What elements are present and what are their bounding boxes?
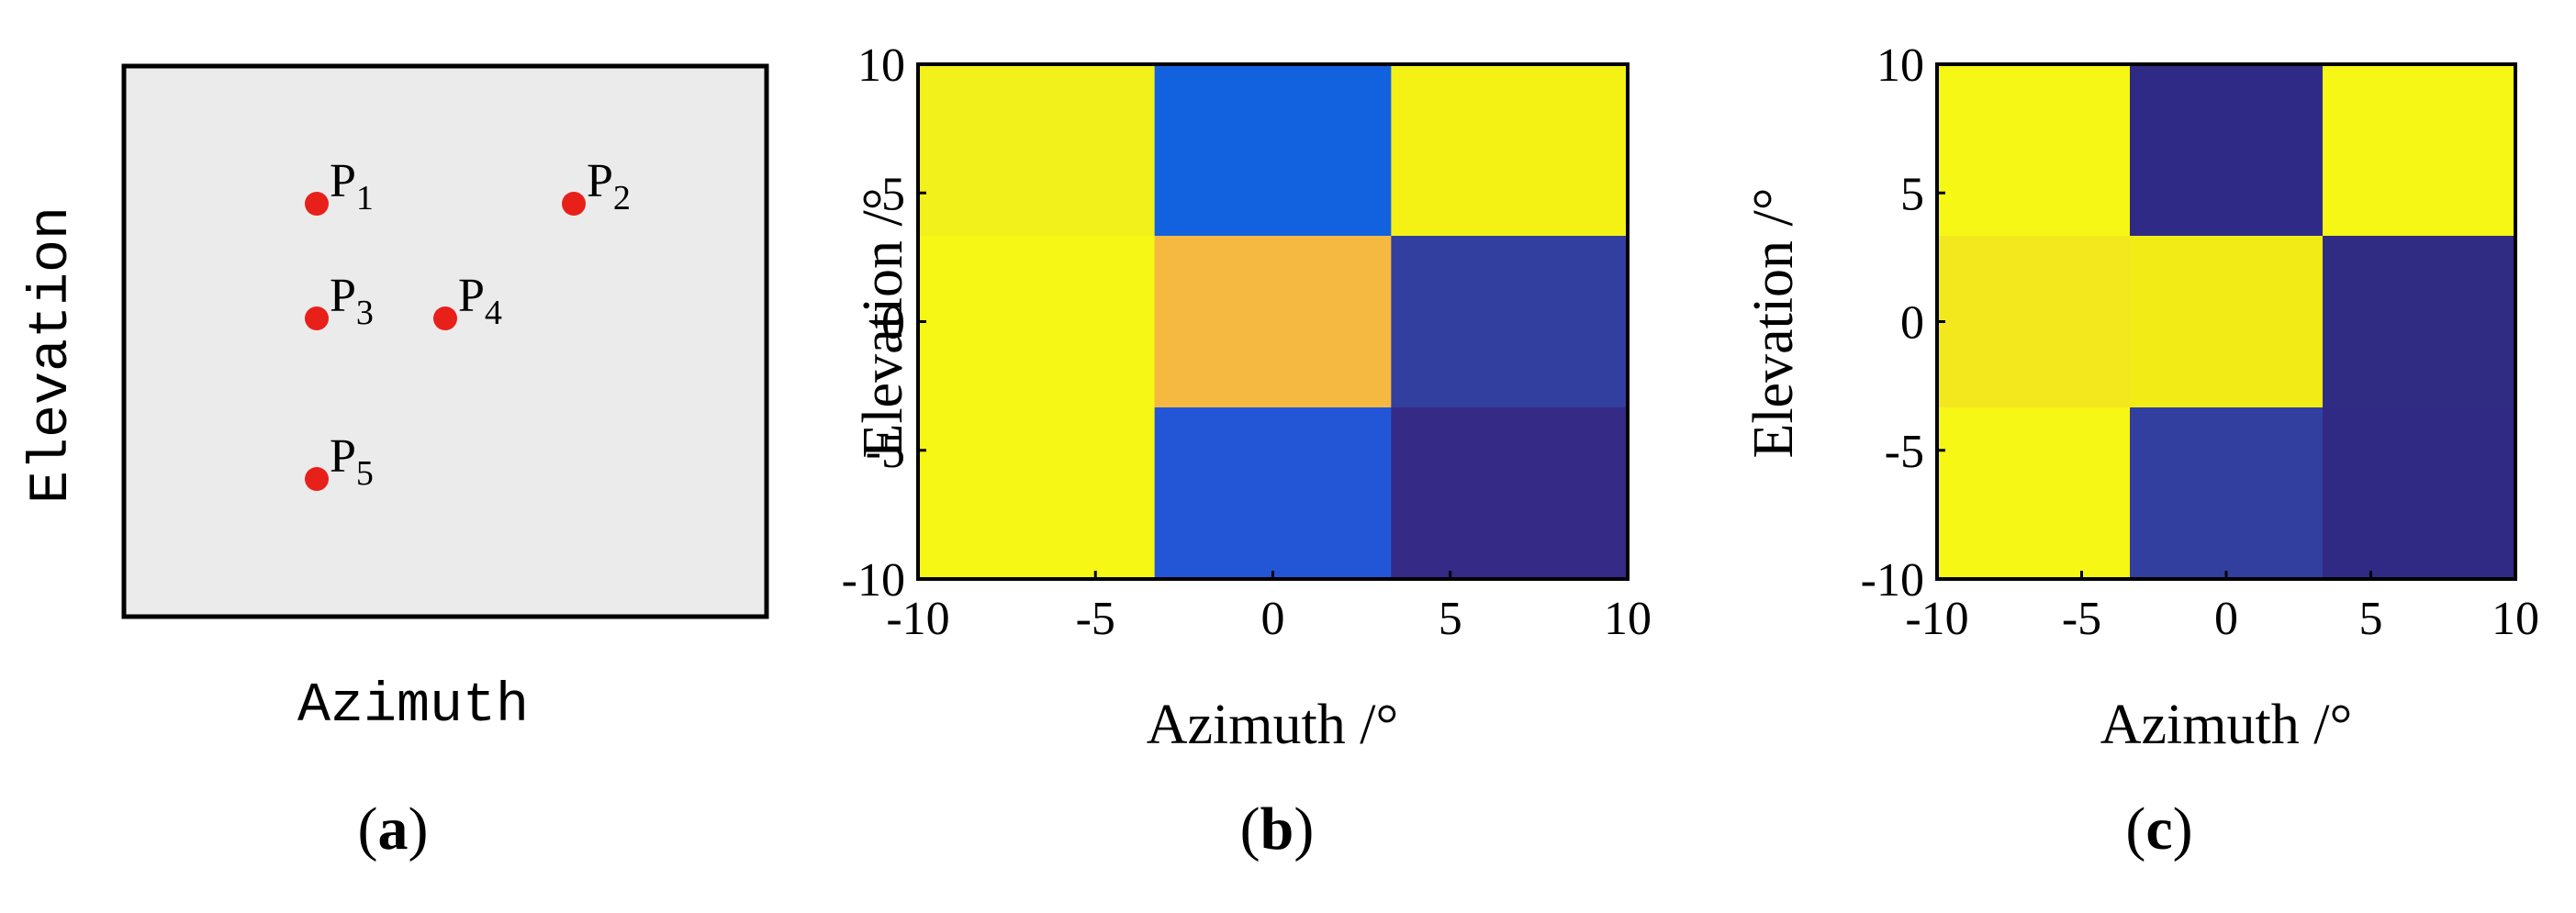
point-p2: [562, 192, 586, 216]
panel-c-xlabel: Azimuth /°: [2100, 694, 2353, 756]
panel-b-cell-r0-c2: [1391, 64, 1629, 237]
panel-b-label-open: (: [1240, 796, 1260, 863]
point-label-p5: P5: [330, 430, 374, 493]
panel-b-cell-r1-c1: [1154, 236, 1392, 408]
panel-c-heatmap: -10 -5 0 5 10 10 5 0 -5 -10 Azimuth /° Elevation …: [1742, 39, 2539, 863]
panel-b-ytick-label: -5: [866, 426, 905, 478]
panel-c-ylabel: Elevation /°: [1742, 187, 1805, 458]
point-p3: [305, 306, 329, 330]
panel-c-xtick-label: 0: [2214, 593, 2238, 645]
point-label-p1: P1: [330, 155, 374, 217]
panel-b-cell-r0-c0: [918, 64, 1156, 237]
panel-b-xtick-label: 0: [1261, 593, 1285, 645]
panel-c-label-open: (: [2125, 796, 2145, 863]
panel-b-label: (b): [1240, 796, 1315, 863]
panel-b-cell-r1-c2: [1391, 236, 1629, 408]
panel-b-label-letter: b: [1260, 796, 1294, 863]
panel-a-ylabel: Elevation: [21, 206, 84, 504]
panel-a-label: (a): [358, 796, 429, 863]
panel-c-cell-r1-c2: [2323, 236, 2516, 408]
panel-a-xlabel: Azimuth: [297, 675, 529, 738]
point-label-subscript: 1: [356, 179, 374, 217]
panel-b-xtick-label: 5: [1439, 593, 1462, 645]
panel-b-cell-r1-c0: [918, 236, 1156, 408]
panel-b-ytick-label: -10: [842, 554, 905, 607]
panel-b-label-close: ): [1294, 796, 1314, 863]
panel-a-label-letter: a: [378, 796, 409, 863]
panel-b-ytick-label: 0: [881, 297, 905, 350]
panel-c-ytick-label: 10: [1876, 39, 1924, 92]
panel-b-cell-r2-c0: [918, 407, 1156, 580]
point-label-p3: P3: [330, 270, 374, 332]
point-label-subscript: 5: [356, 454, 374, 493]
panel-b-cell-r2-c1: [1154, 407, 1392, 580]
panel-a-label-close: ): [409, 796, 429, 863]
panel-c-cell-r0-c2: [2323, 64, 2516, 237]
panel-c-cell-r1-c1: [2130, 236, 2324, 408]
panel-c-cell-r2-c0: [1937, 407, 2131, 580]
panel-c-label: (c): [2125, 796, 2192, 863]
point-label-subscript: 2: [613, 179, 631, 217]
panel-a-plot-area: [121, 63, 769, 619]
panel-c-ytick-label: -5: [1885, 426, 1924, 478]
panel-b-ytick-label: 10: [857, 39, 905, 92]
panel-c-xtick-label: 5: [2359, 593, 2383, 645]
point-label-subscript: 3: [356, 294, 374, 332]
panel-b-heatmap: -10 -5 0 5 10 10 5 0 -5 -10 Azimuth /° Elevation …: [842, 39, 1652, 863]
panel-b-cell-r2-c2: [1391, 407, 1629, 580]
point-label-letter: P: [458, 270, 485, 322]
panel-c-xtick-label: 10: [2492, 593, 2539, 645]
point-label-p2: P2: [587, 155, 631, 217]
panel-c-cell-r2-c1: [2130, 407, 2324, 580]
point-p4: [433, 306, 457, 330]
panel-b-xtick-label: -5: [1076, 593, 1115, 645]
point-label-p4: P4: [458, 270, 502, 332]
panel-c-cell-r2-c2: [2323, 407, 2516, 580]
point-p1: [305, 192, 329, 216]
panel-c-cell-r1-c0: [1937, 236, 2131, 408]
panel-c-ytick-label: 0: [1900, 297, 1924, 350]
panel-a-label-open: (: [358, 796, 378, 863]
panel-b-xtick-label: 10: [1604, 593, 1652, 645]
point-label-subscript: 4: [485, 294, 502, 332]
panel-c-cell-r0-c0: [1937, 64, 2131, 237]
panel-b-xlabel: Azimuth /°: [1147, 694, 1399, 756]
panel-b-ytick-label: 5: [881, 168, 905, 220]
panel-c-xtick-label: -5: [2062, 593, 2101, 645]
panel-b-ylabel: Elevation /°: [852, 187, 914, 458]
panel-c-ytick-label: -10: [1861, 554, 1924, 607]
point-label-letter: P: [587, 155, 613, 207]
panel-b-cell-r0-c1: [1154, 64, 1392, 237]
panel-c-xtick-label: -10: [1905, 593, 1968, 645]
panel-c-label-close: ): [2173, 796, 2193, 863]
panel-c-ytick-label: 5: [1900, 168, 1924, 220]
point-label-letter: P: [330, 270, 356, 322]
point-label-letter: P: [330, 155, 356, 207]
panel-c-label-letter: c: [2145, 796, 2172, 863]
point-label-letter: P: [330, 430, 356, 483]
point-p5: [305, 467, 329, 491]
panel-c-cell-r0-c1: [2130, 64, 2324, 237]
panel-b-xtick-label: -10: [886, 593, 949, 645]
